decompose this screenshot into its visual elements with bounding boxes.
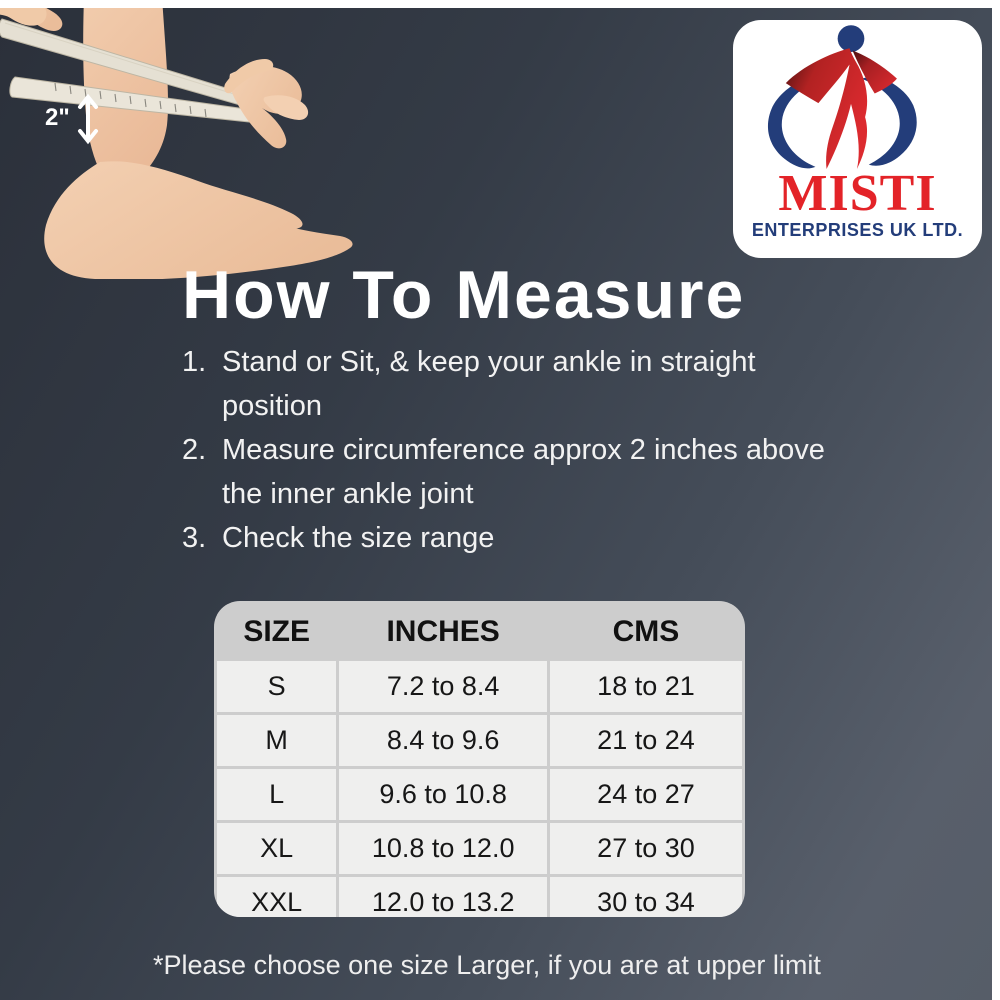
svg-text:2": 2" <box>45 104 70 131</box>
